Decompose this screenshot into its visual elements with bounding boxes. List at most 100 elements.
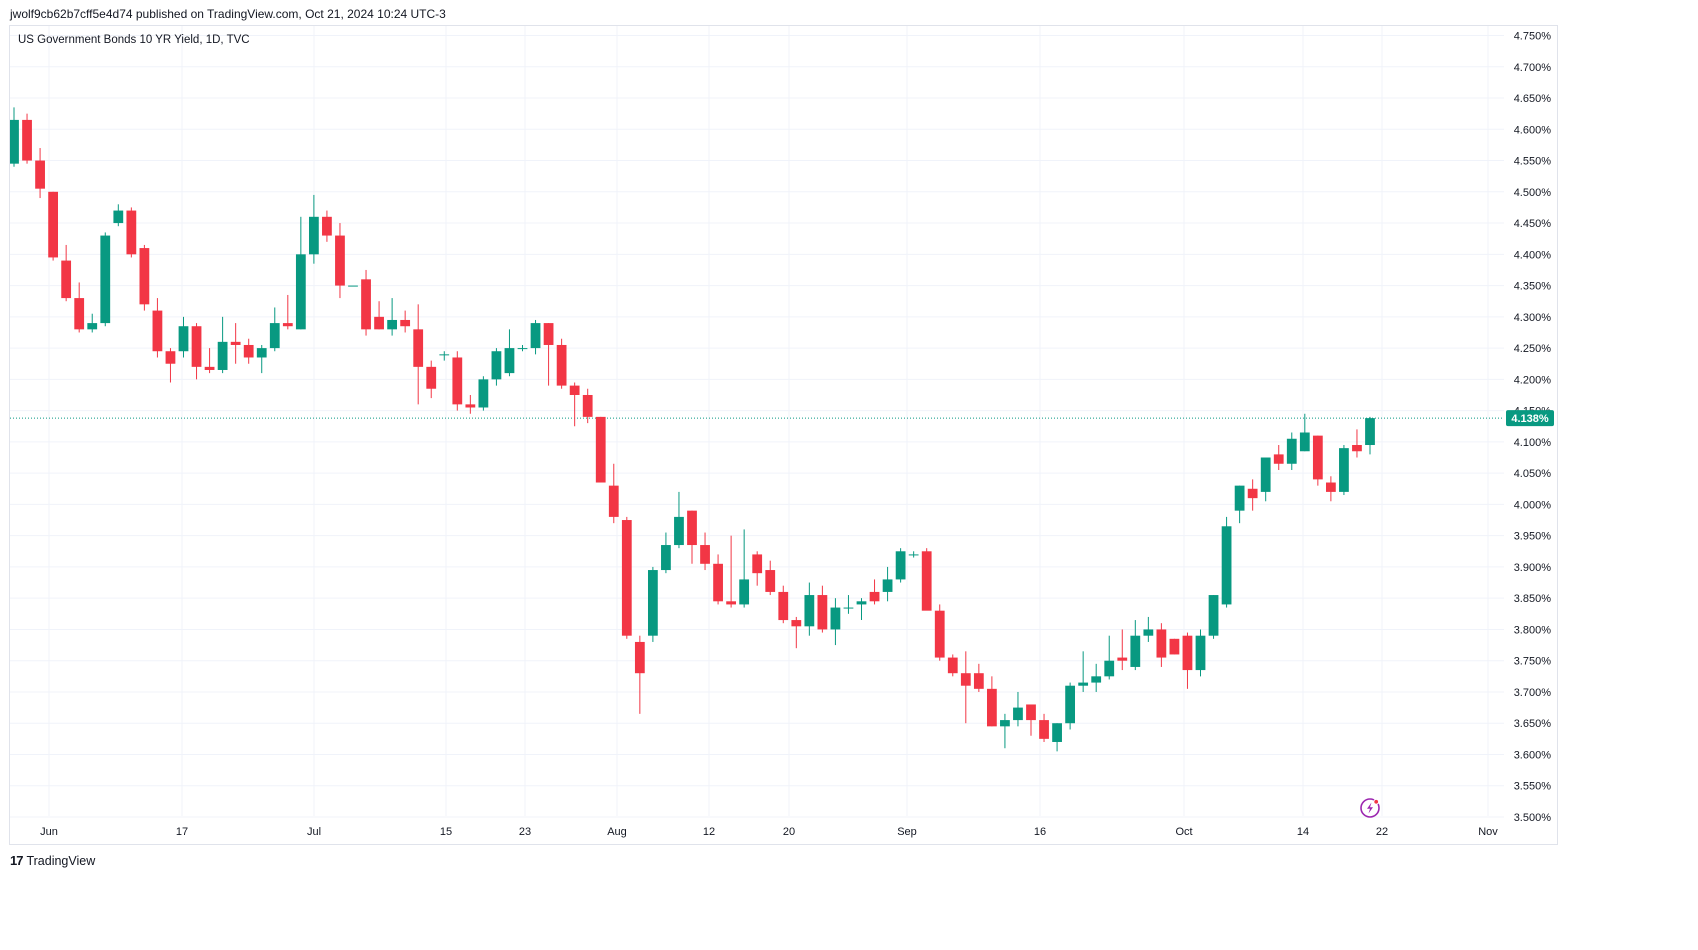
candle[interactable]	[1273, 445, 1284, 471]
candle[interactable]	[1039, 713, 1049, 742]
candle[interactable]	[1156, 623, 1167, 667]
candle[interactable]	[374, 301, 384, 330]
candle[interactable]	[152, 298, 163, 358]
candle[interactable]	[778, 585, 789, 624]
candle[interactable]	[256, 344, 267, 374]
candle[interactable]	[1000, 713, 1010, 749]
candle[interactable]	[674, 491, 684, 549]
candle[interactable]	[621, 516, 632, 639]
candle[interactable]	[1352, 429, 1362, 458]
candle[interactable]	[661, 532, 671, 574]
candle[interactable]	[608, 463, 619, 524]
candle[interactable]	[1026, 704, 1036, 736]
candle[interactable]	[491, 348, 502, 386]
candle[interactable]	[765, 560, 776, 596]
candle[interactable]	[1234, 485, 1245, 524]
chart-frame[interactable]: 3.500% 3.550% 3.600% 3.650% 3.700% 3.750% 3.80…	[9, 25, 1558, 845]
candle[interactable]	[1143, 616, 1154, 642]
candle[interactable]	[1339, 445, 1349, 496]
candle[interactable]	[322, 210, 332, 242]
candle[interactable]	[178, 316, 189, 358]
candle[interactable]	[530, 319, 541, 355]
candle[interactable]	[1182, 632, 1193, 689]
candle[interactable]	[35, 148, 45, 199]
lightning-icon[interactable]	[1360, 798, 1380, 818]
candle[interactable]	[517, 344, 528, 352]
candle[interactable]	[1130, 620, 1141, 671]
candle[interactable]	[87, 313, 98, 333]
candle[interactable]	[556, 338, 567, 389]
candle[interactable]	[856, 598, 867, 621]
candle[interactable]	[22, 113, 32, 164]
candle[interactable]	[804, 582, 815, 636]
candle[interactable]	[504, 329, 515, 377]
candle[interactable]	[1299, 413, 1310, 452]
candle[interactable]	[1260, 457, 1271, 502]
candle[interactable]	[295, 216, 306, 330]
candle[interactable]	[400, 310, 411, 333]
candle[interactable]	[308, 194, 319, 264]
candle[interactable]	[348, 285, 358, 287]
candle[interactable]	[204, 348, 215, 374]
candle[interactable]	[830, 598, 841, 646]
candle[interactable]	[452, 351, 463, 411]
candle[interactable]	[1091, 663, 1102, 692]
candle[interactable]	[335, 223, 345, 299]
candle[interactable]	[230, 323, 241, 364]
candle[interactable]	[139, 244, 150, 311]
candle[interactable]	[569, 382, 580, 427]
candle[interactable]	[426, 360, 437, 399]
candle[interactable]	[1065, 682, 1076, 730]
candle[interactable]	[634, 635, 645, 714]
candle[interactable]	[882, 566, 893, 602]
candle[interactable]	[113, 204, 124, 227]
candle[interactable]	[791, 616, 802, 649]
candle[interactable]	[595, 416, 606, 483]
candle[interactable]	[726, 535, 737, 608]
candle[interactable]	[387, 298, 398, 336]
candle[interactable]	[126, 207, 137, 258]
candle[interactable]	[960, 651, 971, 724]
candle[interactable]	[947, 654, 958, 677]
candlestick-chart[interactable]: 3.500% 3.550% 3.600% 3.650% 3.700% 3.750% 3.80…	[10, 26, 1557, 844]
candle[interactable]	[217, 316, 228, 374]
tradingview-brand[interactable]: 17 TradingView	[10, 853, 95, 868]
candle[interactable]	[647, 566, 658, 642]
candle[interactable]	[1208, 595, 1219, 639]
candle[interactable]	[713, 554, 723, 605]
candle[interactable]	[1078, 651, 1089, 692]
candle[interactable]	[361, 269, 371, 336]
candle[interactable]	[1286, 432, 1297, 471]
candle[interactable]	[817, 585, 828, 633]
candle[interactable]	[895, 548, 906, 583]
candle[interactable]	[1104, 635, 1115, 680]
candle[interactable]	[934, 604, 945, 661]
candle[interactable]	[752, 551, 763, 586]
candle[interactable]	[1117, 629, 1128, 671]
candle[interactable]	[908, 551, 919, 558]
candle[interactable]	[1052, 723, 1062, 752]
candle[interactable]	[921, 548, 932, 611]
candle[interactable]	[869, 579, 880, 605]
candle[interactable]	[986, 676, 997, 727]
candle[interactable]	[1221, 516, 1232, 608]
candle[interactable]	[478, 376, 489, 411]
candle[interactable]	[582, 388, 593, 424]
candle[interactable]	[1169, 638, 1180, 655]
candle[interactable]	[439, 351, 450, 361]
candle[interactable]	[1365, 416, 1375, 455]
candle[interactable]	[10, 107, 19, 167]
candle[interactable]	[465, 394, 476, 414]
candle[interactable]	[1325, 476, 1336, 502]
candle[interactable]	[543, 323, 554, 386]
candle[interactable]	[165, 348, 176, 383]
candle[interactable]	[48, 191, 59, 261]
candle[interactable]	[61, 244, 72, 302]
candle[interactable]	[282, 294, 293, 330]
candle[interactable]	[100, 232, 111, 327]
candle[interactable]	[687, 510, 697, 564]
candle[interactable]	[1195, 629, 1206, 677]
candle[interactable]	[413, 304, 424, 405]
candle[interactable]	[269, 307, 280, 352]
candle[interactable]	[191, 323, 202, 380]
